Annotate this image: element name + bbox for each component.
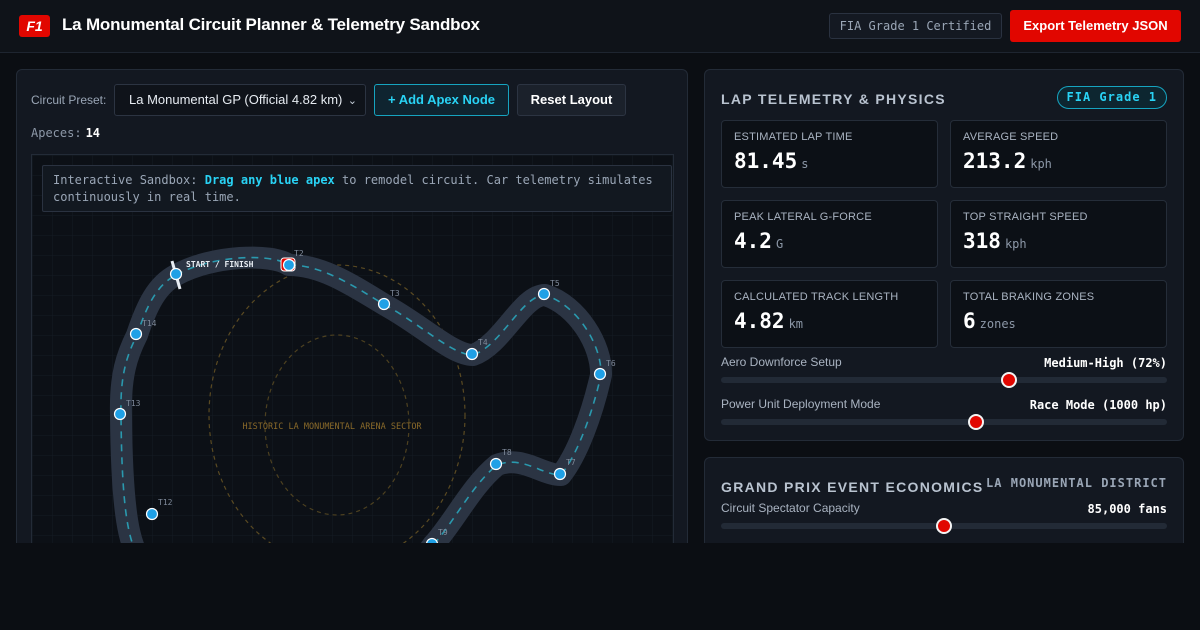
stat-number: 81.45 <box>734 149 798 173</box>
slider-label: Circuit Spectator Capacity <box>721 501 860 515</box>
export-telemetry-button[interactable]: Export Telemetry JSON <box>1010 10 1181 42</box>
stat-average-speed: AVERAGE SPEED 213.2 kph <box>950 120 1167 188</box>
telemetry-title: LAP TELEMETRY & PHYSICS <box>721 91 946 107</box>
stat-label: PEAK LATERAL G-FORCE <box>734 211 872 223</box>
apex-node-t3[interactable] <box>377 297 391 311</box>
stat-label: CALCULATED TRACK LENGTH <box>734 291 899 303</box>
apex-node-t12[interactable] <box>145 507 159 521</box>
stat-braking-zones: TOTAL BRAKING ZONES 6 zones <box>950 280 1167 348</box>
stat-value: 213.2 kph <box>963 149 1052 173</box>
turn-label-t12: T12 <box>158 498 173 507</box>
slider-value: Medium-High (72%) <box>1044 356 1167 370</box>
apex-nodes: T2 T3 T4 T5 T6 T7 T8 T9 T12 T13 <box>113 249 616 551</box>
turn-label-t6: T6 <box>606 359 616 368</box>
stat-label: AVERAGE SPEED <box>963 131 1059 143</box>
arena-inner-ring <box>264 334 410 516</box>
turn-label-t3: T3 <box>390 289 400 298</box>
chevron-down-icon: ⌄ <box>347 95 357 107</box>
spectator-capacity-slider: Circuit Spectator Capacity 85,000 fans <box>721 501 1167 541</box>
apex-node[interactable] <box>169 267 183 281</box>
certification-badge: FIA Grade 1 Certified <box>829 13 1002 39</box>
slider-track[interactable] <box>721 372 1167 388</box>
arena-outer-ring <box>208 264 466 558</box>
sandbox-hint-highlight: Drag any blue apex <box>204 173 335 187</box>
slider-track[interactable] <box>721 414 1167 430</box>
stat-unit: kph <box>1030 157 1052 171</box>
add-apex-node-button[interactable]: + Add Apex Node <box>374 84 509 116</box>
apex-node-t4[interactable] <box>465 347 479 361</box>
stat-value: 4.82 km <box>734 309 803 333</box>
fia-grade-badge: FIA Grade 1 <box>1056 86 1167 109</box>
circuit-planner-panel: Circuit Preset: La Monumental GP (Offici… <box>16 69 688 559</box>
turn-label-t5: T5 <box>550 279 560 288</box>
app-title: La Monumental Circuit Planner & Telemetr… <box>62 15 480 34</box>
apex-node-t7[interactable] <box>553 467 567 481</box>
apex-node-t6[interactable] <box>593 367 607 381</box>
apex-counter-value: 14 <box>85 126 101 140</box>
app-header: F1 La Monumental Circuit Planner & Telem… <box>0 0 1200 53</box>
arena-label: HISTORIC LA MONUMENTAL ARENA SECTOR <box>242 422 422 432</box>
slider-value: Race Mode (1000 hp) <box>1029 398 1167 412</box>
power-unit-slider: Power Unit Deployment Mode Race Mode (10… <box>721 397 1167 437</box>
stat-unit: kph <box>1004 237 1027 251</box>
turn-label-t9: T9 <box>438 528 448 537</box>
stat-number: 318 <box>963 229 1001 253</box>
apex-node-t13[interactable] <box>113 407 127 421</box>
circuit-preset-select[interactable]: La Monumental GP (Official 4.82 km) ⌄ <box>114 84 366 116</box>
stat-number: 6 <box>963 309 976 333</box>
sandbox-hint-suffix: to remodel circuit. Car telemetry simula… <box>53 173 653 204</box>
turn-label-t14: T14 <box>142 319 157 328</box>
economics-subtitle: LA MONUMENTAL DISTRICT <box>986 476 1167 490</box>
apex-node-t14[interactable] <box>129 327 143 341</box>
stat-value: 81.45 s <box>734 149 808 173</box>
stat-unit: s <box>801 157 809 171</box>
stat-top-speed: TOP STRAIGHT SPEED 318 kph <box>950 200 1167 268</box>
stat-value: 6 zones <box>963 309 1016 333</box>
stat-label: TOP STRAIGHT SPEED <box>963 211 1088 223</box>
sandbox-hint: Interactive Sandbox: Drag any blue apex … <box>42 165 672 212</box>
apex-node-t8[interactable] <box>489 457 503 471</box>
slider-thumb[interactable] <box>936 518 952 534</box>
stat-number: 4.2 <box>734 229 772 253</box>
telemetry-panel: LAP TELEMETRY & PHYSICS FIA Grade 1 ESTI… <box>704 69 1184 441</box>
stat-unit: G <box>775 237 784 251</box>
stat-label: ESTIMATED LAP TIME <box>734 131 853 143</box>
page-footer-area <box>0 543 1200 630</box>
apex-node-t5[interactable] <box>537 287 551 301</box>
turn-label-t4: T4 <box>478 338 488 347</box>
circuit-preset-label: Circuit Preset: <box>31 93 107 107</box>
stat-value: 318 kph <box>963 229 1027 253</box>
f1-logo: F1 <box>19 15 50 37</box>
circuit-map[interactable]: HISTORIC LA MONUMENTAL ARENA SECTOR STAR… <box>32 155 674 559</box>
slider-value: 85,000 fans <box>1087 502 1167 516</box>
slider-track[interactable] <box>721 518 1167 534</box>
stat-lap-time: ESTIMATED LAP TIME 81.45 s <box>721 120 938 188</box>
stat-track-length: CALCULATED TRACK LENGTH 4.82 km <box>721 280 938 348</box>
turn-label-t2: T2 <box>294 249 304 258</box>
slider-thumb[interactable] <box>967 414 984 430</box>
turn-label-t7: T7 <box>566 458 576 467</box>
apex-counter-label: Apeces: <box>31 126 82 140</box>
turn-label-t13: T13 <box>126 399 141 408</box>
slider-thumb[interactable] <box>1000 372 1017 388</box>
stat-label: TOTAL BRAKING ZONES <box>963 291 1095 303</box>
reset-layout-button[interactable]: Reset Layout <box>517 84 626 116</box>
aero-downforce-slider: Aero Downforce Setup Medium-High (72%) <box>721 355 1167 395</box>
slider-label: Power Unit Deployment Mode <box>721 397 881 411</box>
apex-counter: Apeces: 14 <box>31 126 100 140</box>
circuit-canvas[interactable]: HISTORIC LA MONUMENTAL ARENA SECTOR STAR… <box>31 154 674 559</box>
circuit-preset-value: La Monumental GP (Official 4.82 km) <box>129 92 343 107</box>
stat-peak-g-force: PEAK LATERAL G-FORCE 4.2 G <box>721 200 938 268</box>
stat-number: 213.2 <box>963 149 1027 173</box>
stat-unit: zones <box>979 317 1016 331</box>
start-finish-label: START / FINISH <box>186 260 254 269</box>
stat-number: 4.82 <box>734 309 785 333</box>
turn-label-t8: T8 <box>502 448 512 457</box>
economics-title: GRAND PRIX EVENT ECONOMICS <box>721 479 984 495</box>
stat-unit: km <box>788 317 804 331</box>
apex-node-t2[interactable] <box>282 258 296 272</box>
stat-value: 4.2 G <box>734 229 783 253</box>
sandbox-hint-prefix: Interactive Sandbox: <box>53 173 198 187</box>
slider-label: Aero Downforce Setup <box>721 355 842 369</box>
